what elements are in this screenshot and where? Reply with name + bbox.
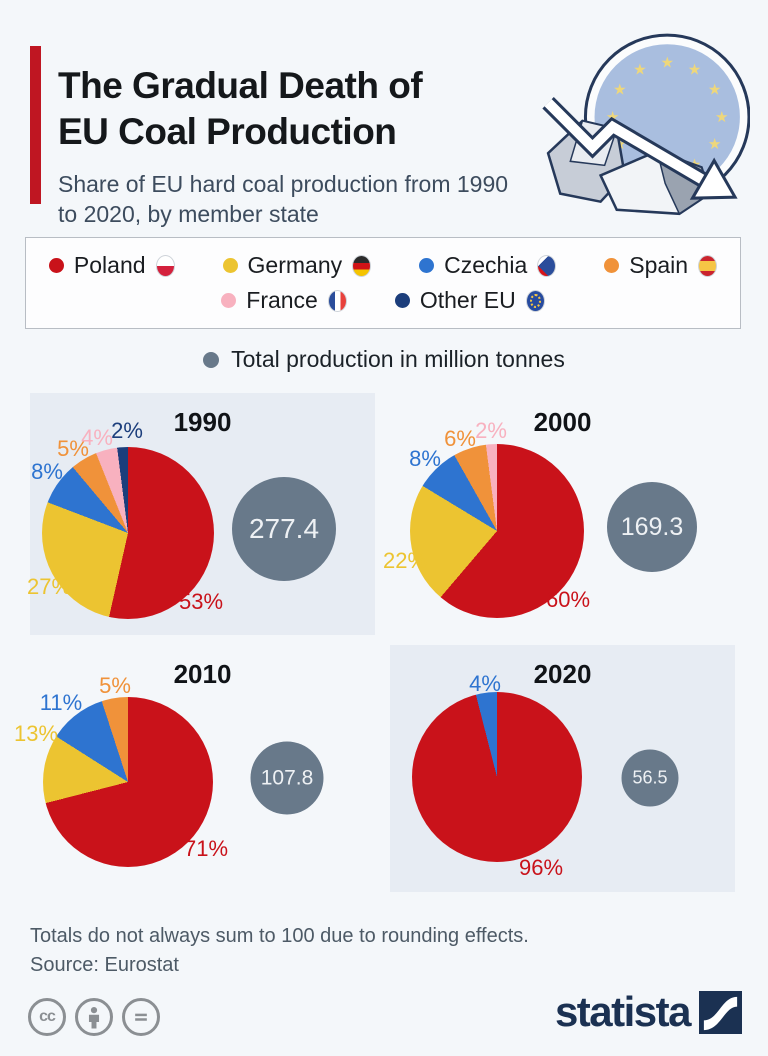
pie-label-spain: 6% <box>444 426 476 451</box>
decline-arrow-icon <box>542 97 738 200</box>
title-line-2: EU Coal Production <box>58 110 397 152</box>
eu-coal-decline-illustration-icon: ★★★ ★★★ ★★★ ★★★ <box>542 33 750 216</box>
total-production-bubble-1990: 277.4 <box>232 477 336 581</box>
legend-row: Poland Germany Czechia Spain <box>26 252 740 279</box>
statista-logo-mark-icon <box>699 990 742 1034</box>
legend-item-spain: Spain <box>604 252 718 279</box>
chart-year-title: 2020 <box>533 659 592 689</box>
legend-label: Spain <box>629 252 689 278</box>
source-note: Source: Eurostat <box>30 954 179 976</box>
eu-flag-circle <box>594 44 740 190</box>
pie-label-france: 4% <box>81 425 113 450</box>
poland-flag-icon <box>155 254 175 277</box>
svg-text:★: ★ <box>715 108 729 126</box>
pie-label-germany: 22% <box>382 548 428 573</box>
pie-label-germany: 13% <box>13 721 59 746</box>
legend-dot-germany <box>222 258 238 273</box>
page-title: The Gradual Death of EU Coal Production <box>58 63 423 155</box>
germany-flag-icon <box>352 254 372 277</box>
legend-dot-france <box>221 293 237 308</box>
legend-label: France <box>246 287 318 313</box>
total-production-bubble-2010: 107.8 <box>250 741 324 815</box>
pie-label-poland: 96% <box>518 855 564 880</box>
legend-box: Poland Germany Czechia Spain France Other EU <box>25 237 741 329</box>
cc-no-derivatives-icon <box>122 998 160 1036</box>
total-production-dot-icon <box>203 351 220 368</box>
statista-wordmark: statista <box>554 988 692 1035</box>
legend-label: Other EU <box>419 287 516 313</box>
france-flag-icon <box>327 289 347 312</box>
total-production-bubble-2000: 169.3 <box>607 482 697 572</box>
rounding-note: Totals do not always sum to 100 due to r… <box>30 925 529 947</box>
total-production-bubble-2020: 56.5 <box>621 749 679 807</box>
statista-logo: statista <box>555 988 742 1036</box>
pie-label-france: 2% <box>475 418 507 443</box>
legend-item-germany: Germany <box>222 252 372 279</box>
title-line-1: The Gradual Death of <box>58 64 423 106</box>
legend-item-poland: Poland <box>48 252 175 279</box>
legend-row: France Other EU <box>26 287 740 314</box>
pie-label-czechia: 8% <box>31 459 63 484</box>
pie-label-poland: 53% <box>178 589 224 614</box>
legend-label: Czechia <box>444 252 528 278</box>
legend-label: Germany <box>247 252 343 278</box>
pie-label-poland: 60% <box>545 587 591 612</box>
pie-label-other-eu: 2% <box>111 418 143 443</box>
czechia-flag-icon <box>537 254 557 277</box>
svg-text:★: ★ <box>688 60 702 78</box>
svg-text:★: ★ <box>660 53 674 71</box>
legend-dot-other-eu <box>394 293 410 308</box>
legend-dot-spain <box>604 258 620 273</box>
cc-license-icon: cc <box>28 998 66 1036</box>
chart-panel-1990: 1990 53% 27% 8% 5% 4% 2% 277.4 <box>26 393 375 635</box>
spain-flag-icon <box>698 254 718 277</box>
legend-dot-poland <box>48 258 64 273</box>
svg-text:★: ★ <box>633 60 647 78</box>
pie-label-czechia: 8% <box>409 446 441 471</box>
pie-chart-2010 <box>43 697 213 867</box>
pie-chart-1990 <box>42 447 214 619</box>
title-accent-bar <box>30 46 41 204</box>
chart-panel-2000: 2000 60% 22% 8% 6% 2% 169.3 <box>383 393 735 635</box>
svg-text:★: ★ <box>708 135 722 153</box>
legend-label: Poland <box>73 252 146 278</box>
legend-item-france: France <box>221 287 347 314</box>
legend-item-other-eu: Other EU <box>394 287 545 314</box>
chart-panel-2020: 2020 96% 4% 56.5 <box>390 645 735 892</box>
pie-chart-2020 <box>412 692 582 862</box>
pie-label-spain: 5% <box>57 436 89 461</box>
cc-attribution-icon <box>75 998 113 1036</box>
cc-license-row: cc <box>28 998 160 1036</box>
chart-panel-2010: 2010 71% 13% 11% 5% 107.8 <box>14 645 375 892</box>
svg-text:★: ★ <box>708 81 722 99</box>
svg-text:★: ★ <box>613 81 627 99</box>
size-legend: Total production in million tonnes <box>0 346 768 373</box>
pie-label-spain: 5% <box>99 673 131 698</box>
page-subtitle: Share of EU hard coal production from 19… <box>58 171 509 227</box>
eu-flag-icon <box>525 289 545 312</box>
chart-year-title: 1990 <box>173 407 232 437</box>
size-legend-label: Total production in million tonnes <box>231 346 565 372</box>
chart-year-title: 2000 <box>533 407 592 437</box>
legend-item-czechia: Czechia <box>419 252 557 279</box>
pie-label-poland: 71% <box>183 836 229 861</box>
legend-dot-czechia <box>419 258 435 273</box>
pie-label-czechia: 11% <box>39 690 83 715</box>
pie-label-germany: 27% <box>26 574 72 599</box>
pie-label-czechia: 4% <box>469 671 501 696</box>
footnote: Totals do not always sum to 100 due to r… <box>30 922 529 980</box>
pie-chart-2000 <box>410 444 584 618</box>
chart-year-title: 2010 <box>173 659 232 689</box>
charts-grid: 1990 53% 27% 8% 5% 4% 2% 277.4 2000 60% 22% 8% 6% 2% 1… <box>14 393 735 892</box>
